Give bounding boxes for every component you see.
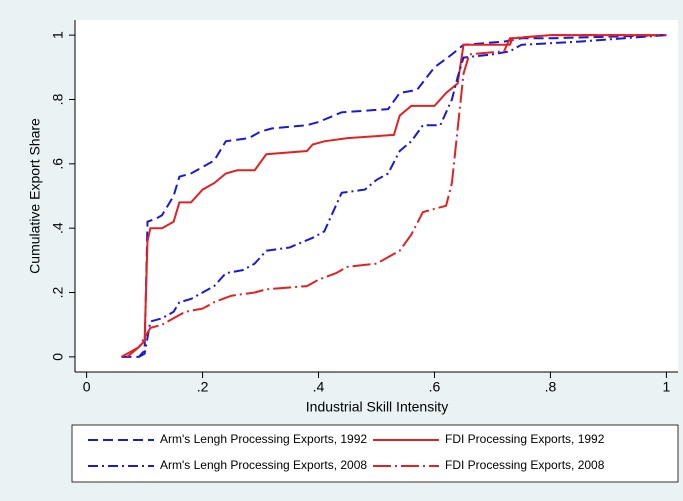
x-tick-label: 0 xyxy=(83,379,91,395)
legend-label: FDI Processing Exports, 1992 xyxy=(445,432,605,446)
x-tick-label: .6 xyxy=(429,379,441,395)
y-tick-label: 1 xyxy=(50,31,66,39)
y-tick-label: .6 xyxy=(50,158,66,170)
x-tick-label: 1 xyxy=(663,379,671,395)
y-tick-label: .8 xyxy=(50,93,66,105)
series-line xyxy=(121,34,667,358)
series-line xyxy=(138,34,667,358)
legend xyxy=(71,424,679,483)
y-tick-label: 0 xyxy=(50,353,66,361)
legend-label: FDI Processing Exports, 2008 xyxy=(445,458,605,472)
y-tick-label: .2 xyxy=(50,286,66,298)
x-tick-label: .2 xyxy=(197,379,209,395)
x-tick-label: .4 xyxy=(313,379,325,395)
series-line xyxy=(126,34,667,358)
y-axis-title: Cumulative Export Share xyxy=(27,118,43,274)
x-axis-title: Industrial Skill Intensity xyxy=(306,399,448,415)
y-tick-label: .4 xyxy=(50,222,66,234)
plot-area xyxy=(75,20,678,372)
x-tick-label: .8 xyxy=(545,379,557,395)
legend-items: Arm's Lengh Processing Exports, 1992 FDI … xyxy=(88,432,605,472)
legend-label: Arm's Lengh Processing Exports, 1992 xyxy=(160,432,367,446)
legend-label: Arm's Lengh Processing Exports, 2008 xyxy=(160,458,367,472)
